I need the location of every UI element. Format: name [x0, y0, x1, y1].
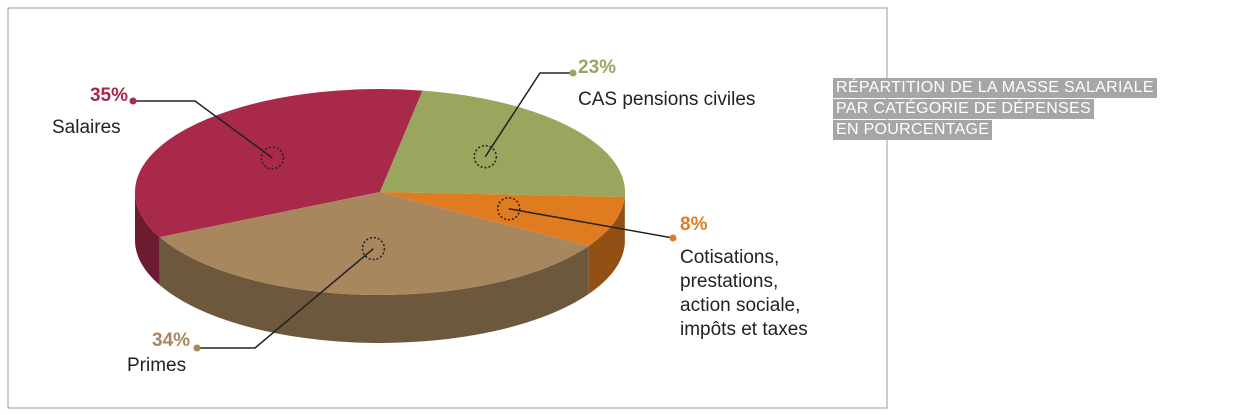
category-label: Salaires: [52, 117, 121, 138]
leader-line: [484, 72, 573, 158]
slice: [380, 192, 625, 246]
slice-side: [588, 197, 625, 294]
leader-target: [473, 144, 498, 169]
category-label: Primes: [127, 355, 187, 376]
slice: [380, 90, 626, 198]
leader-target: [361, 236, 386, 261]
leader-dot: [193, 344, 201, 352]
slice-side: [159, 237, 589, 343]
leader-dot: [129, 97, 137, 105]
chart-title: RÉPARTITION DE LA MASSE SALARIALE PAR CAT…: [833, 78, 1233, 141]
leader-dot: [569, 69, 577, 77]
slice: [135, 89, 423, 238]
title-line: EN POURCENTAGE: [833, 120, 993, 140]
leader-line: [197, 248, 374, 349]
leader-line: [508, 208, 674, 239]
value-label: 23%: [578, 57, 616, 78]
category-label: Cotisations, prestations, action sociale…: [680, 247, 808, 340]
slice: [159, 192, 589, 295]
leader-line: [133, 100, 273, 159]
title-line: RÉPARTITION DE LA MASSE SALARIALE: [833, 78, 1157, 98]
frame: [7, 7, 888, 409]
pie-tops: [135, 89, 626, 295]
pie-sides: [135, 192, 625, 343]
title-line: PAR CATÉGORIE DE DÉPENSES: [833, 99, 1094, 119]
leader-target: [260, 146, 285, 170]
value-label: 34%: [152, 330, 190, 351]
value-label: 8%: [680, 214, 708, 235]
slice-side: [135, 192, 160, 286]
category-label: CAS pensions civiles: [578, 89, 756, 110]
leader-dot: [669, 234, 677, 242]
value-label: 35%: [90, 85, 128, 106]
leader-target: [496, 197, 521, 221]
